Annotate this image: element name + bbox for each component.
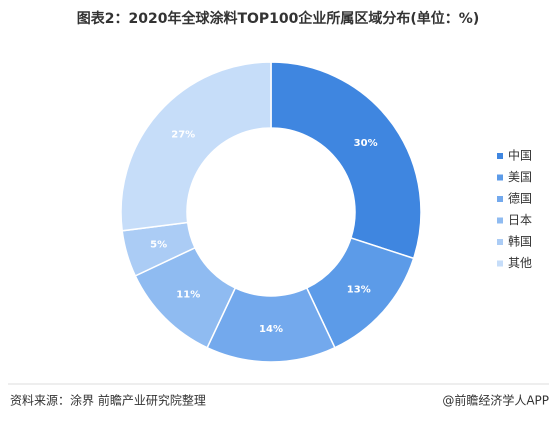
credit: @前瞻经济学人APP	[442, 393, 549, 408]
value-label: 14%	[259, 324, 283, 335]
legend-swatch	[497, 260, 503, 267]
legend-label: 其他	[508, 256, 532, 270]
legend-label: 韩国	[508, 234, 532, 249]
legend-swatch	[497, 174, 503, 181]
legend-label: 日本	[508, 213, 532, 227]
value-label: 27%	[171, 130, 195, 141]
legend-label: 美国	[508, 170, 532, 184]
value-label: 30%	[354, 138, 378, 149]
value-label: 5%	[150, 240, 167, 251]
legend-label: 德国	[508, 191, 532, 206]
slice	[120, 61, 272, 232]
legend-swatch	[497, 239, 503, 245]
value-label: 11%	[176, 290, 200, 301]
slice	[270, 61, 422, 260]
legend-swatch	[497, 217, 503, 224]
legend-swatch	[497, 153, 503, 159]
value-label: 13%	[347, 284, 371, 295]
legend-swatch	[497, 196, 503, 202]
source: 资料来源：涂界 前瞻产业研究院整理	[10, 393, 206, 408]
legend-label: 中国	[508, 148, 532, 163]
chart-title: 图表2：2020年全球涂料TOP100企业所属区域分布(单位：%)	[77, 10, 479, 27]
